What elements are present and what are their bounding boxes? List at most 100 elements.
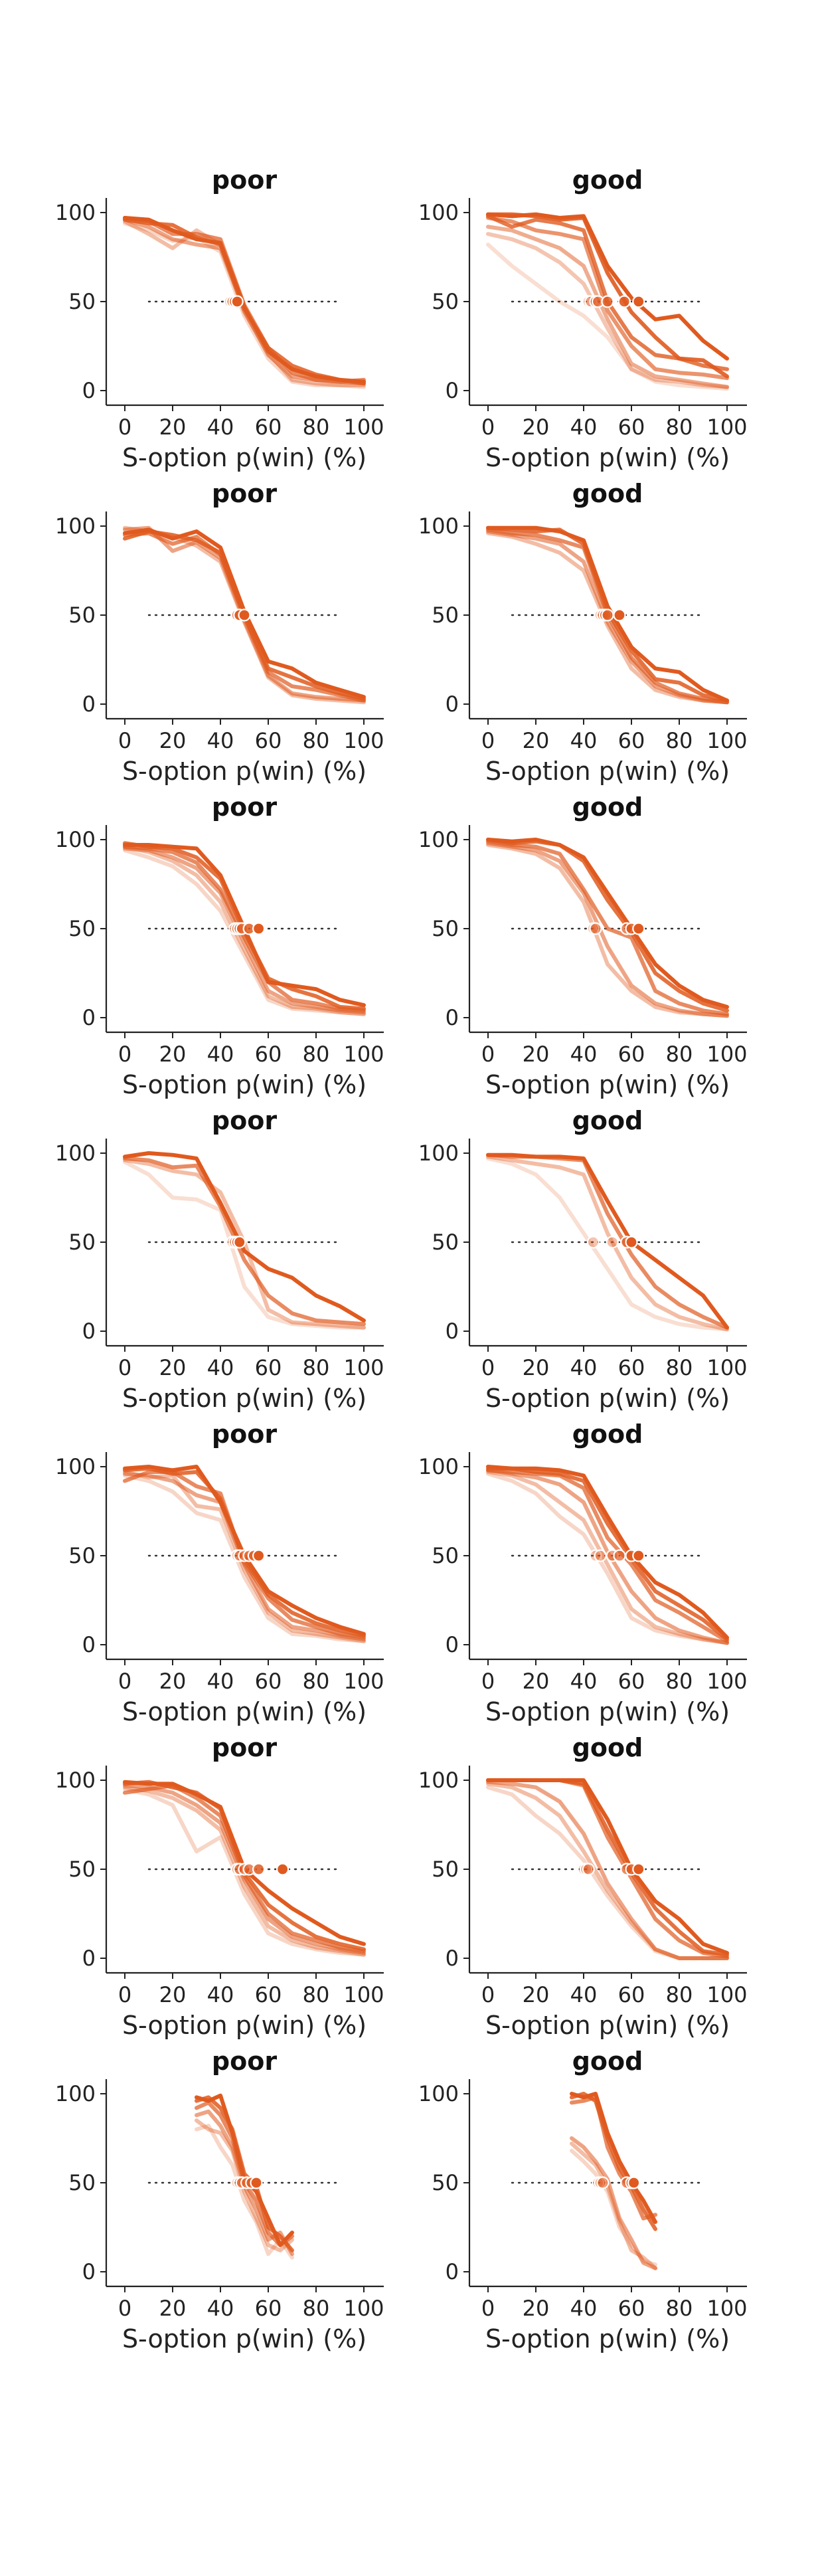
- y-tick-label: 50: [68, 602, 96, 628]
- indifference-point: [613, 608, 626, 622]
- x-tick-label: 20: [159, 728, 187, 753]
- indifference-point: [601, 295, 614, 308]
- panel-title: poor: [212, 479, 277, 508]
- panel-title: good: [572, 165, 643, 195]
- indifference-point: [596, 2176, 610, 2189]
- series-line: [486, 1471, 729, 1645]
- series-line: [486, 1778, 729, 1955]
- x-tick-label: 0: [118, 1669, 131, 1694]
- indifference-point: [589, 922, 602, 935]
- x-tick-label: 80: [303, 2296, 330, 2321]
- x-tick-label: 100: [706, 1669, 747, 1694]
- series-line: [195, 2118, 294, 2253]
- panel-title: good: [572, 792, 643, 822]
- panel-title: good: [572, 479, 643, 508]
- x-tick-label: 80: [666, 1355, 693, 1380]
- y-tick-label: 50: [432, 2170, 459, 2195]
- x-tick-label: 40: [570, 728, 598, 753]
- panel-title: good: [572, 2047, 643, 2076]
- series-line: [486, 1152, 729, 1330]
- indifference-point: [627, 2176, 641, 2189]
- x-tick-label: 40: [570, 2296, 598, 2321]
- x-axis-label: S-option p(win) (%): [485, 1384, 730, 1413]
- indifference-point: [230, 295, 244, 308]
- x-tick-label: 100: [343, 2296, 384, 2321]
- x-tick-label: 40: [570, 1669, 598, 1694]
- x-tick-label: 80: [666, 1982, 693, 2007]
- indifference-point: [613, 1549, 626, 1562]
- y-tick-label: 100: [418, 827, 459, 852]
- x-tick-label: 80: [303, 728, 330, 753]
- x-axis-label: S-option p(win) (%): [122, 1697, 367, 1726]
- y-tick-label: 100: [55, 1141, 96, 1166]
- x-tick-label: 100: [343, 1669, 384, 1694]
- panel-2: good 0 50 100 0 20 40 60 80 100 S-option p(win) (%…: [418, 165, 748, 472]
- x-tick-label: 80: [666, 728, 693, 753]
- x-tick-label: 0: [481, 414, 495, 440]
- x-tick-label: 100: [343, 728, 384, 753]
- x-tick-label: 0: [481, 1042, 495, 1067]
- y-tick-label: 100: [418, 2081, 459, 2106]
- y-tick-label: 0: [82, 378, 96, 403]
- y-tick-label: 0: [446, 1319, 459, 1344]
- indifference-point: [252, 1549, 266, 1562]
- indifference-point: [632, 1549, 645, 1562]
- series-line: [486, 214, 729, 371]
- indifference-point: [233, 1236, 246, 1249]
- x-tick-label: 60: [255, 1669, 282, 1694]
- y-tick-label: 100: [55, 200, 96, 225]
- x-tick-label: 100: [706, 1042, 747, 1067]
- series-line: [123, 216, 366, 384]
- panel-9: poor 0 50 100 0 20 40 60 80 100 S-option p(win) (%…: [55, 1420, 384, 1726]
- x-tick-label: 60: [255, 1355, 282, 1380]
- x-tick-label: 60: [618, 728, 645, 753]
- panel-8: good 0 50 100 0 20 40 60 80 100 S-option p(win) (%…: [418, 1106, 748, 1413]
- y-tick-label: 0: [446, 2259, 459, 2284]
- y-tick-label: 0: [446, 1632, 459, 1657]
- x-tick-label: 100: [706, 728, 747, 753]
- x-tick-label: 20: [159, 1355, 187, 1380]
- x-tick-label: 0: [481, 728, 495, 753]
- x-axis-label: S-option p(win) (%): [485, 2324, 730, 2353]
- series-line: [486, 525, 729, 703]
- panel-title: good: [572, 1106, 643, 1135]
- indifference-point: [632, 922, 645, 935]
- indifference-point: [252, 1863, 266, 1876]
- panel-11: poor 0 50 100 0 20 40 60 80 100 S-option p(win) (%…: [55, 1733, 384, 2040]
- x-tick-label: 20: [159, 2296, 187, 2321]
- indifference-point: [617, 295, 631, 308]
- panel-title: poor: [212, 1106, 277, 1135]
- x-tick-label: 40: [207, 1669, 234, 1694]
- panel-title: poor: [212, 165, 277, 195]
- series-line: [123, 1787, 366, 1957]
- indifference-point: [632, 295, 645, 308]
- y-tick-label: 50: [432, 289, 459, 314]
- x-tick-label: 20: [159, 1669, 187, 1694]
- x-tick-label: 80: [666, 1042, 693, 1067]
- x-tick-label: 60: [618, 1355, 645, 1380]
- y-tick-label: 100: [55, 1454, 96, 1479]
- panel-title: poor: [212, 2047, 277, 2076]
- series-line: [570, 2136, 657, 2270]
- indifference-point: [238, 608, 251, 622]
- x-tick-label: 0: [481, 1669, 495, 1694]
- x-tick-label: 20: [159, 414, 187, 440]
- y-tick-label: 50: [68, 1857, 96, 1882]
- x-tick-label: 20: [523, 1042, 550, 1067]
- panel-title: good: [572, 1420, 643, 1449]
- y-tick-label: 0: [82, 691, 96, 717]
- series-line: [123, 844, 366, 1013]
- x-tick-label: 0: [481, 1982, 495, 2007]
- y-tick-label: 50: [68, 1543, 96, 1568]
- x-tick-label: 40: [207, 414, 234, 440]
- x-axis-label: S-option p(win) (%): [485, 757, 730, 786]
- series-line: [195, 2124, 294, 2260]
- x-tick-label: 60: [255, 2296, 282, 2321]
- x-tick-label: 60: [255, 1982, 282, 2007]
- x-tick-label: 20: [523, 2296, 550, 2321]
- x-tick-label: 0: [118, 1355, 131, 1380]
- x-tick-label: 80: [303, 1355, 330, 1380]
- indifference-point: [250, 2176, 263, 2189]
- x-tick-label: 20: [523, 414, 550, 440]
